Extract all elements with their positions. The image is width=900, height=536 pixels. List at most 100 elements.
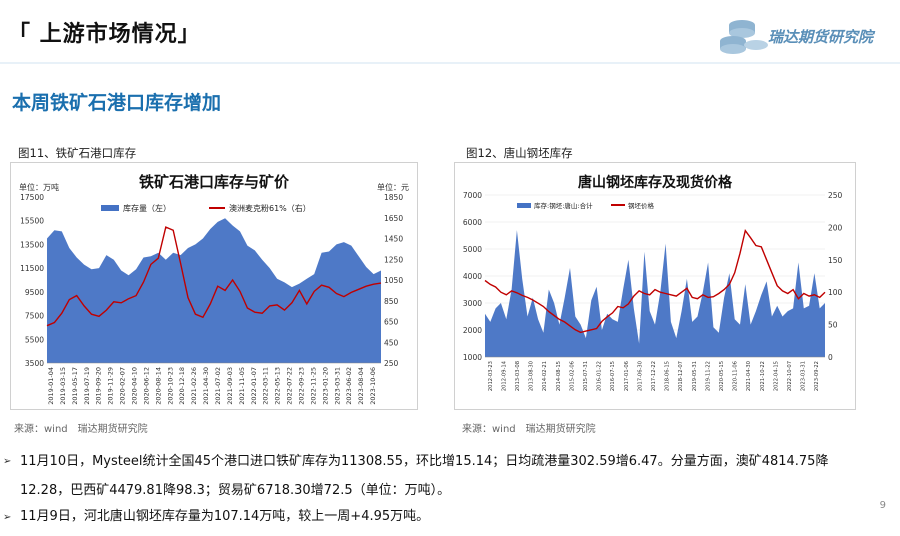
y-right-tick-label: 850 — [384, 297, 399, 306]
y-right-tick-label: 0 — [828, 353, 833, 362]
x-tick-label: 2018-12-07 — [678, 361, 684, 391]
chart2-legend-area: 库存:钢坯:唐山:合计 — [534, 201, 593, 210]
figure-11-chart: 铁矿石港口库存与矿价 单位：万吨 单位：元 库存量（左） 澳洲麦克粉61%（右）… — [10, 162, 418, 410]
x-tick-label: 2019-05-31 — [692, 361, 698, 391]
x-tick-label: 2012-09-14 — [501, 360, 507, 391]
x-tick-label: 2021-02-26 — [190, 367, 198, 405]
x-tick-label: 2019-07-19 — [83, 367, 91, 405]
billet-chart-svg: 唐山钢坯库存及现货价格 库存:钢坯:唐山:合计 钢坯价格 70006000500… — [463, 174, 843, 391]
x-tick-label: 2018-06-15 — [665, 361, 671, 391]
header-divider — [0, 62, 900, 64]
x-tick-label: 2021-04-30 — [746, 361, 752, 391]
x-tick-label: 2020-08-14 — [154, 367, 162, 405]
page-number: 9 — [879, 500, 886, 511]
x-tick-label: 2023-09-22 — [814, 361, 820, 391]
y-right-tick-label: 200 — [828, 223, 843, 232]
chart2-legend-line: 钢坯价格 — [628, 201, 655, 210]
y-left-tick-label: 13500 — [20, 240, 44, 249]
y-left-tick-label: 4000 — [463, 272, 482, 281]
x-tick-label: 2022-09-23 — [297, 367, 305, 405]
x-tick-label: 2021-11-05 — [238, 367, 246, 405]
x-tick-label: 2022-07-22 — [286, 367, 294, 405]
price-line-series — [46, 226, 382, 327]
y-right-tick-label: 650 — [384, 318, 399, 327]
page-title: 「 上游市场情况」 — [8, 22, 201, 47]
x-tick-label: 2019-01-04 — [47, 367, 55, 405]
y-left-tick-label: 7500 — [25, 312, 44, 321]
x-tick-label: 2023-06-02 — [345, 367, 353, 405]
x-tick-label: 2017-06-30 — [637, 361, 643, 391]
y-right-tick-label: 1650 — [384, 214, 403, 223]
y-left-tick-label: 3000 — [463, 299, 482, 308]
y-left-tick-label: 17500 — [20, 193, 44, 202]
chart2-legend-area-swatch — [517, 203, 531, 208]
x-tick-label: 2022-05-13 — [274, 367, 282, 405]
logo-text: 瑞达期货研究院 — [768, 28, 874, 46]
inventory-area-series — [47, 218, 381, 363]
section-subtitle: 本周铁矿石港口库存增加 — [12, 92, 222, 114]
paragraph-1-line-1: 11月10日，Mysteel统计全国45个港口进口铁矿库存为11308.55，环… — [20, 454, 829, 469]
y-left-tick-label: 7000 — [463, 191, 482, 200]
x-tick-label: 2022-10-07 — [787, 361, 793, 391]
bullet-arrow-icon: ➢ — [3, 512, 12, 523]
paragraph-1-line-2: 12.28，巴西矿4479.81降98.3；贸易矿6718.30增72.5（单位… — [20, 483, 451, 498]
chart1-right-unit: 单位：元 — [377, 182, 409, 192]
y-right-tick-label: 450 — [384, 338, 399, 347]
x-tick-label: 2021-09-03 — [226, 367, 234, 405]
y-right-tick-label: 1050 — [384, 276, 403, 285]
y-left-tick-label: 3500 — [25, 359, 44, 368]
x-tick-label: 2013-08-30 — [529, 361, 535, 391]
figure-12-caption: 图12、唐山钢坯库存 — [466, 146, 573, 160]
y-right-tick-label: 50 — [828, 321, 838, 330]
x-tick-label: 2023-01-20 — [321, 367, 329, 405]
x-tick-label: 2020-11-06 — [733, 361, 739, 391]
chart1-legend-line: 澳洲麦克粉61%（右） — [229, 203, 311, 213]
x-tick-label: 2020-02-07 — [119, 367, 127, 405]
coins-icon — [720, 20, 768, 54]
x-tick-label: 2020-04-10 — [130, 367, 138, 405]
x-tick-label: 2017-01-06 — [624, 361, 630, 391]
y-left-tick-label: 1000 — [463, 353, 482, 362]
x-tick-label: 2019-05-17 — [71, 367, 79, 405]
x-tick-label: 2020-05-15 — [719, 361, 725, 391]
paragraph-2: 11月9日，河北唐山钢坯库存量为107.14万吨，较上一周+4.95万吨。 — [20, 509, 430, 524]
figure-11-source: 来源：wind 瑞达期货研究院 — [14, 424, 148, 435]
bullet-arrow-icon: ➢ — [3, 456, 12, 467]
y-right-tick-label: 100 — [828, 288, 843, 297]
x-tick-label: 2019-09-20 — [95, 367, 103, 405]
x-tick-label: 2012-03-23 — [488, 361, 494, 391]
x-tick-label: 2019-03-15 — [59, 367, 67, 405]
x-tick-label: 2016-01-22 — [597, 361, 603, 391]
chart2-title: 唐山钢坯库存及现货价格 — [578, 174, 733, 191]
x-tick-label: 2022-04-15 — [773, 361, 779, 391]
brand-logo — [716, 15, 888, 59]
iron-ore-chart-svg: 铁矿石港口库存与矿价 单位：万吨 单位：元 库存量（左） 澳洲麦克粉61%（右）… — [19, 173, 409, 405]
figure-11-caption: 图11、铁矿石港口库存 — [18, 146, 137, 160]
y-right-tick-label: 1250 — [384, 255, 403, 264]
x-tick-label: 2016-07-15 — [610, 361, 616, 391]
price-line-series — [484, 228, 826, 334]
chart1-title: 铁矿石港口库存与矿价 — [139, 173, 290, 191]
y-right-tick-label: 150 — [828, 256, 843, 265]
y-left-tick-label: 15500 — [20, 217, 44, 226]
x-tick-label: 2021-04-30 — [202, 367, 210, 405]
y-left-tick-label: 11500 — [20, 264, 44, 273]
figure-12-source: 来源：wind 瑞达期货研究院 — [462, 424, 596, 435]
x-tick-label: 2022-03-11 — [262, 367, 270, 405]
chart1-legend-area: 库存量（左） — [123, 203, 171, 213]
x-tick-label: 2023-08-04 — [357, 367, 365, 405]
x-tick-label: 2015-02-06 — [569, 361, 575, 391]
x-tick-label: 2019-11-29 — [107, 367, 115, 405]
x-tick-label: 2021-10-22 — [760, 361, 766, 391]
x-tick-label: 2020-10-23 — [166, 367, 174, 405]
x-tick-label: 2014-02-21 — [542, 361, 548, 391]
y-left-tick-label: 9500 — [25, 288, 44, 297]
chart1-legend-area-swatch — [101, 205, 119, 211]
x-tick-label: 2023-10-06 — [369, 367, 377, 405]
chart1-left-unit: 单位：万吨 — [19, 182, 59, 192]
x-tick-label: 2023-03-31 — [801, 361, 807, 391]
y-right-tick-label: 1850 — [384, 193, 403, 202]
y-right-tick-label: 250 — [828, 191, 843, 200]
y-left-tick-label: 5000 — [463, 245, 482, 254]
figure-12-chart: 唐山钢坯库存及现货价格 库存:钢坯:唐山:合计 钢坯价格 7000 6000 500… — [454, 162, 856, 410]
